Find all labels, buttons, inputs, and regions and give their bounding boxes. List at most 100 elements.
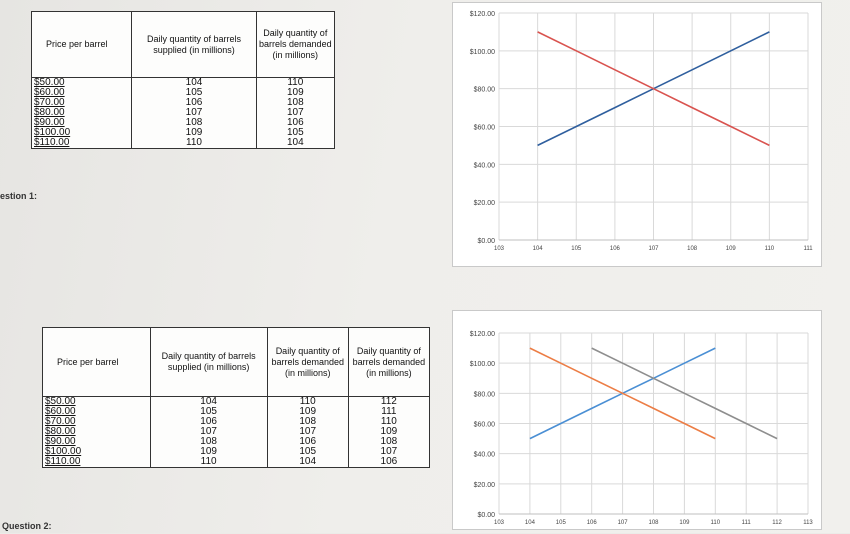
q2-price-value: $100.00 xyxy=(45,446,82,457)
q2-chart-series-line-1 xyxy=(529,347,716,440)
q1-chart-svg: $0.00 $20.00 $40.00 $60.00 $80.00 $100.00 $120… xyxy=(470,11,814,252)
q2-table: Price per barrel Daily quantity of barre… xyxy=(42,327,431,468)
q1-chart-x-tick-label: 106 xyxy=(610,246,621,252)
q1-chart-x-tick-label: 110 xyxy=(765,246,775,252)
q2-chart-x-tick-label: 106 xyxy=(587,520,598,526)
q2-price-value: $70.00 xyxy=(45,416,76,427)
q1-supplied-value: 104 xyxy=(185,77,203,88)
q2-supplied-value: 108 xyxy=(200,436,217,447)
q2-chart-y-tick-label: $100.00 xyxy=(470,361,495,368)
q2-header-demanded-new: Daily quantity of barrels demanded (in m… xyxy=(347,327,431,397)
q2-demanded-new-value: 112 xyxy=(380,396,397,407)
q1-supplied-value: 105 xyxy=(185,87,203,98)
q1-price-cell: $50.00 $60.00 $70.00 $80.00 $90.00 $100.00 $11… xyxy=(30,77,133,149)
q1-chart-y-tick-label: $20.00 xyxy=(474,200,496,207)
q2-demanded-value: 110 xyxy=(299,396,316,407)
q2-chart-x-tick-label: 110 xyxy=(711,520,721,526)
q2-chart-x-tick-label: 113 xyxy=(803,520,813,526)
q2-header-demanded: Daily quantity of barrels demanded (in m… xyxy=(266,327,349,397)
q2-demanded-value: 104 xyxy=(299,456,317,467)
q2-supplied-value: 105 xyxy=(200,406,217,417)
q2-demanded-new-value: 107 xyxy=(380,446,398,457)
q1-supplied-value: 110 xyxy=(186,137,202,148)
q1-price-value: $90.00 xyxy=(34,117,65,128)
q2-chart-x-tick-label: 108 xyxy=(648,520,659,526)
q2-price-value: $50.00 xyxy=(45,396,76,407)
q1-chart-x-tick-label: 108 xyxy=(687,246,698,252)
q2-header-price: Price per barrel xyxy=(42,327,151,397)
q2-demanded-value: 105 xyxy=(299,446,317,457)
q2-demanded-value: 108 xyxy=(299,416,317,427)
q1-header-row: Price per barrel Daily quantity of barre… xyxy=(30,11,336,78)
q1-data-row: $50.00 $60.00 $70.00 $80.00 $90.00 $100.00 $11… xyxy=(30,77,336,149)
q2-demanded-new-value: 108 xyxy=(380,436,398,447)
q2-chart-x-tick-label: 111 xyxy=(742,520,752,526)
q2-data-row: $50.00 $60.00 $70.00 $80.00 $90.00 $100.00 $11… xyxy=(42,396,431,468)
q1-chart-x-tick-label: 104 xyxy=(533,246,544,252)
q2-price-value: $90.00 xyxy=(45,436,76,447)
q1-chart-x-tick-label: 109 xyxy=(726,246,737,252)
q1-demanded-value: 104 xyxy=(286,137,304,148)
q1-supplied-value: 106 xyxy=(185,97,203,108)
q2-chart-series-line-2 xyxy=(591,347,778,440)
q1-demanded-value: 105 xyxy=(286,127,304,138)
q2-chart-y-tick-label: $20.00 xyxy=(474,482,496,489)
q1-price-value: $100.00 xyxy=(34,127,71,138)
q2-supplied-value: 109 xyxy=(200,446,217,457)
q2-chart-x-tick-label: 103 xyxy=(494,520,505,526)
q2-demanded-new-value: 111 xyxy=(381,406,397,417)
q2-price-value: $110.00 xyxy=(45,456,81,467)
q2-demanded-new-value: 110 xyxy=(380,416,397,427)
q1-chart-x-tick-label: 103 xyxy=(494,246,505,252)
q2-demanded-value: 109 xyxy=(299,406,317,417)
q1-chart-y-tick-label: $40.00 xyxy=(474,162,496,169)
q2-supplied-value: 106 xyxy=(200,416,217,427)
q2-chart-x-tick-label: 112 xyxy=(772,520,782,526)
q1-chart-y-tick-label: $120.00 xyxy=(470,11,495,18)
q1-chart-x-tick-label: 107 xyxy=(648,246,659,252)
q1-chart-y-tick-label: $100.00 xyxy=(470,49,495,56)
q1-chart-y-tick-label: $0.00 xyxy=(477,238,495,245)
q2-price-value: $60.00 xyxy=(45,406,76,417)
q1-supplied-value: 109 xyxy=(185,127,203,138)
q1-question-label: estion 1: xyxy=(0,191,38,201)
q1-chart-y-tick-label: $60.00 xyxy=(474,125,496,132)
q2-demanded-new-cell: 112 111 110 109 108 107 106 xyxy=(347,396,431,468)
q2-question-label: Question 2: xyxy=(2,521,52,531)
q2-chart-x-tick-label: 105 xyxy=(556,520,567,526)
q2-chart-x-tick-label: 107 xyxy=(618,520,629,526)
q2-supplied-value: 110 xyxy=(200,456,217,467)
q1-supplied-value: 107 xyxy=(185,107,203,118)
q1-demanded-value: 110 xyxy=(287,77,304,88)
q1-price-value: $110.00 xyxy=(34,137,70,148)
q1-header-demanded: Daily quantity of barrels demanded (in m… xyxy=(255,11,336,78)
q2-demanded-cell: 110 109 108 107 106 105 104 xyxy=(266,396,349,468)
q1-demanded-cell: 110 109 108 107 106 105 104 xyxy=(255,77,336,149)
q2-chart-y-tick-label: $80.00 xyxy=(474,391,496,398)
q2-demanded-value: 106 xyxy=(299,436,317,447)
q1-chart-x-tick-label: 111 xyxy=(803,246,813,252)
q2-chart-x-tick-label: 109 xyxy=(679,520,690,526)
q1-price-value: $80.00 xyxy=(34,107,65,118)
q2-demanded-new-value: 109 xyxy=(380,426,398,437)
q2-price-cell: $50.00 $60.00 $70.00 $80.00 $90.00 $100.00 $11… xyxy=(42,396,151,468)
q2-chart-y-tick-label: $120.00 xyxy=(470,331,495,338)
q1-chart-x-tick-label: 105 xyxy=(571,246,582,252)
q2-demanded-value: 107 xyxy=(299,426,317,437)
q2-chart-svg: $0.00 $20.00 $40.00 $60.00 $80.00 $100.00 $120… xyxy=(470,331,814,526)
q2-header-row: Price per barrel Daily quantity of barre… xyxy=(42,327,431,397)
q1-price-value: $60.00 xyxy=(34,87,65,98)
q1-demanded-value: 109 xyxy=(286,87,304,98)
q2-header-supplied: Daily quantity of barrels supplied (in m… xyxy=(149,327,268,397)
q1-chart-y-tick-label: $80.00 xyxy=(474,87,496,94)
q1-supplied-value: 108 xyxy=(185,117,203,128)
q1-table: Price per barrel Daily quantity of barre… xyxy=(30,11,336,149)
q1-chart-series-line-1 xyxy=(537,31,770,147)
q1-header-price: Price per barrel xyxy=(30,11,133,78)
q1-header-supplied: Daily quantity of barrels supplied (in m… xyxy=(131,11,257,78)
q1-chart: $0.00 $20.00 $40.00 $60.00 $80.00 $100.00 $120… xyxy=(452,2,822,267)
q2-supplied-value: 104 xyxy=(200,396,217,407)
q2-supplied-cell: 104 105 106 107 108 109 110 xyxy=(149,396,268,468)
q2-chart-y-tick-label: $0.00 xyxy=(477,512,495,519)
